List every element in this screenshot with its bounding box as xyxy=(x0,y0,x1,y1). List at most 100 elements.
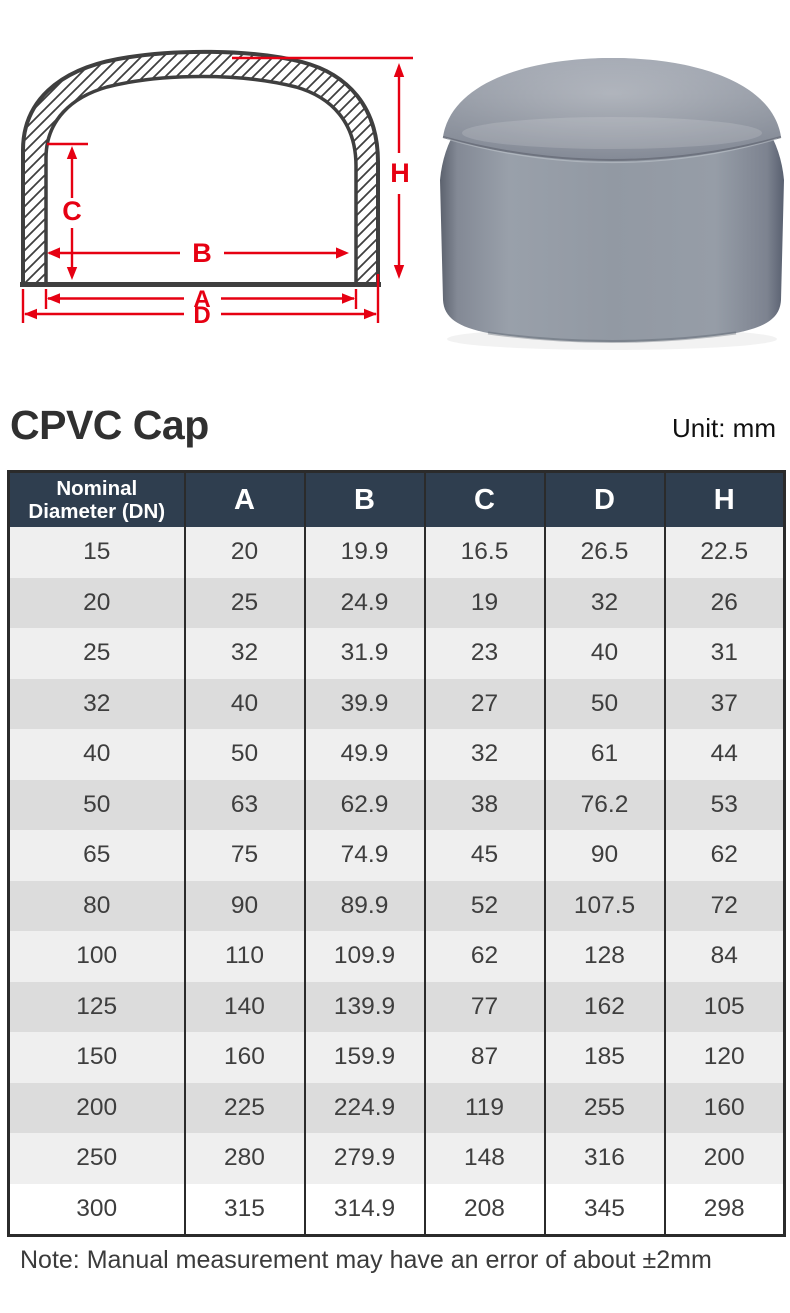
table-cell: 185 xyxy=(543,1032,665,1083)
table-cell: 224.9 xyxy=(303,1082,425,1133)
table-header-row: Nominal Diameter (DN) A B C D H xyxy=(8,471,785,527)
unit-label: Unit: mm xyxy=(672,413,776,443)
table-cell: 77 xyxy=(423,981,545,1032)
table-cell: 31 xyxy=(663,628,785,679)
table-cell: 32 xyxy=(543,577,665,628)
table-cell: 25 xyxy=(183,577,305,628)
table-cell: 65 xyxy=(83,841,111,869)
dim-label-h: H xyxy=(390,158,410,188)
column-header: H xyxy=(663,471,785,527)
table-cell: 63 xyxy=(183,779,305,830)
table-cell: 32 xyxy=(183,628,305,679)
dim-label-a: A xyxy=(193,286,210,313)
product-photo xyxy=(440,58,784,350)
table-cell: 44 xyxy=(663,729,785,780)
column-header: D xyxy=(543,471,665,527)
table-cell: 159.9 xyxy=(303,1032,425,1083)
cap-seam-highlight xyxy=(446,138,778,164)
cap-seam-line xyxy=(442,136,782,161)
table-cell: 90 xyxy=(543,830,665,881)
table-row: 32 40 39.9 27 50 37 xyxy=(8,678,785,729)
table-row: 20 25 24.9 19 32 26 xyxy=(8,577,785,628)
table-row: 125 140 139.9 77 162 105 xyxy=(8,981,785,1032)
table-cell: 76.2 xyxy=(543,779,665,830)
table-cell: 255 xyxy=(543,1082,665,1133)
column-header: Nominal Diameter (DN) xyxy=(8,471,185,527)
table-cell: 26.5 xyxy=(543,527,665,578)
dim-label-d: D xyxy=(193,302,210,329)
column-header: B xyxy=(303,471,425,527)
table-row: 300 315 314.9 208 345 298 xyxy=(8,1183,785,1236)
table-row: 25 32 31.9 23 40 31 xyxy=(8,628,785,679)
table-cell: 32 xyxy=(423,729,545,780)
table-cell: 110 xyxy=(183,931,305,982)
table-cell: 160 xyxy=(183,1032,305,1083)
table-cell: 52 xyxy=(423,880,545,931)
table-cell: 105 xyxy=(663,981,785,1032)
table-row: 15 20 19.9 16.5 26.5 22.5 xyxy=(8,527,785,578)
table-cell: 139.9 xyxy=(303,981,425,1032)
table-cell: 23 xyxy=(423,628,545,679)
table-cell: 49.9 xyxy=(303,729,425,780)
dimension-c: C xyxy=(47,142,88,280)
table-cell: 200 xyxy=(76,1093,118,1121)
table-cell: 20 xyxy=(83,588,111,616)
note-text: Note: Manual measurement may have an err… xyxy=(20,1246,712,1274)
table-cell: 24.9 xyxy=(303,577,425,628)
table-cell: 84 xyxy=(663,931,785,982)
table-cell: 109.9 xyxy=(303,931,425,982)
table-cell: 62 xyxy=(663,830,785,881)
table-cell: 72 xyxy=(663,880,785,931)
table-body: 15 20 19.9 16.5 26.5 22.5 20 25 24.9 19 32 26 25 32 31… xyxy=(8,527,785,1236)
table-cell: 27 xyxy=(423,678,545,729)
cap-reflection-band xyxy=(462,117,762,149)
table-cell: 298 xyxy=(663,1183,785,1236)
dimension-h: H xyxy=(232,56,413,279)
table-cell: 89.9 xyxy=(303,880,425,931)
table-cell: 345 xyxy=(543,1183,665,1236)
table-cell: 15 xyxy=(83,538,111,566)
table-cell: 62 xyxy=(423,931,545,982)
table-cell: 120 xyxy=(663,1032,785,1083)
table-cell: 208 xyxy=(423,1183,545,1236)
table-cell: 26 xyxy=(663,577,785,628)
table-cell: 140 xyxy=(183,981,305,1032)
table-cell: 148 xyxy=(423,1133,545,1184)
dimension-diagram: C B A D H xyxy=(20,49,413,329)
cap-bottom-rim-shade xyxy=(487,331,737,343)
spec-table: Nominal Diameter (DN) A B C D H 15 20 19.9 16.5 2… xyxy=(7,470,786,1237)
table-cell: 150 xyxy=(76,1043,118,1071)
cap-outer-outline xyxy=(21,49,380,283)
table-cell: 280 xyxy=(183,1133,305,1184)
table-cell: 50 xyxy=(183,729,305,780)
table-cell: 19.9 xyxy=(303,527,425,578)
table-row: 250 280 279.9 148 316 200 xyxy=(8,1133,785,1184)
table-cell: 40 xyxy=(543,628,665,679)
table-cell: 160 xyxy=(663,1082,785,1133)
title-row: CPVC Cap Unit: mm xyxy=(10,402,776,449)
table-cell: 50 xyxy=(543,678,665,729)
table-cell: 162 xyxy=(543,981,665,1032)
table-row: 100 110 109.9 62 128 84 xyxy=(8,931,785,982)
table-cell: 100 xyxy=(76,942,118,970)
table-row: 40 50 49.9 32 61 44 xyxy=(8,729,785,780)
table-row: 50 63 62.9 38 76.2 53 xyxy=(8,779,785,830)
cap-dome-highlight xyxy=(443,58,781,160)
table-cell: 16.5 xyxy=(423,527,545,578)
table-cell: 40 xyxy=(83,740,111,768)
table-cell: 40 xyxy=(183,678,305,729)
table-cell: 31.9 xyxy=(303,628,425,679)
table-cell: 53 xyxy=(663,779,785,830)
table-cell: 316 xyxy=(543,1133,665,1184)
table-cell: 300 xyxy=(76,1194,118,1222)
column-header: C xyxy=(423,471,545,527)
table-cell: 225 xyxy=(183,1082,305,1133)
table-cell: 39.9 xyxy=(303,678,425,729)
table-cell: 75 xyxy=(183,830,305,881)
dimension-a: A xyxy=(44,286,358,313)
dimension-d: D xyxy=(21,274,380,329)
dim-label-b: B xyxy=(192,238,212,268)
table-cell: 119 xyxy=(423,1082,545,1133)
table-cell: 200 xyxy=(663,1133,785,1184)
